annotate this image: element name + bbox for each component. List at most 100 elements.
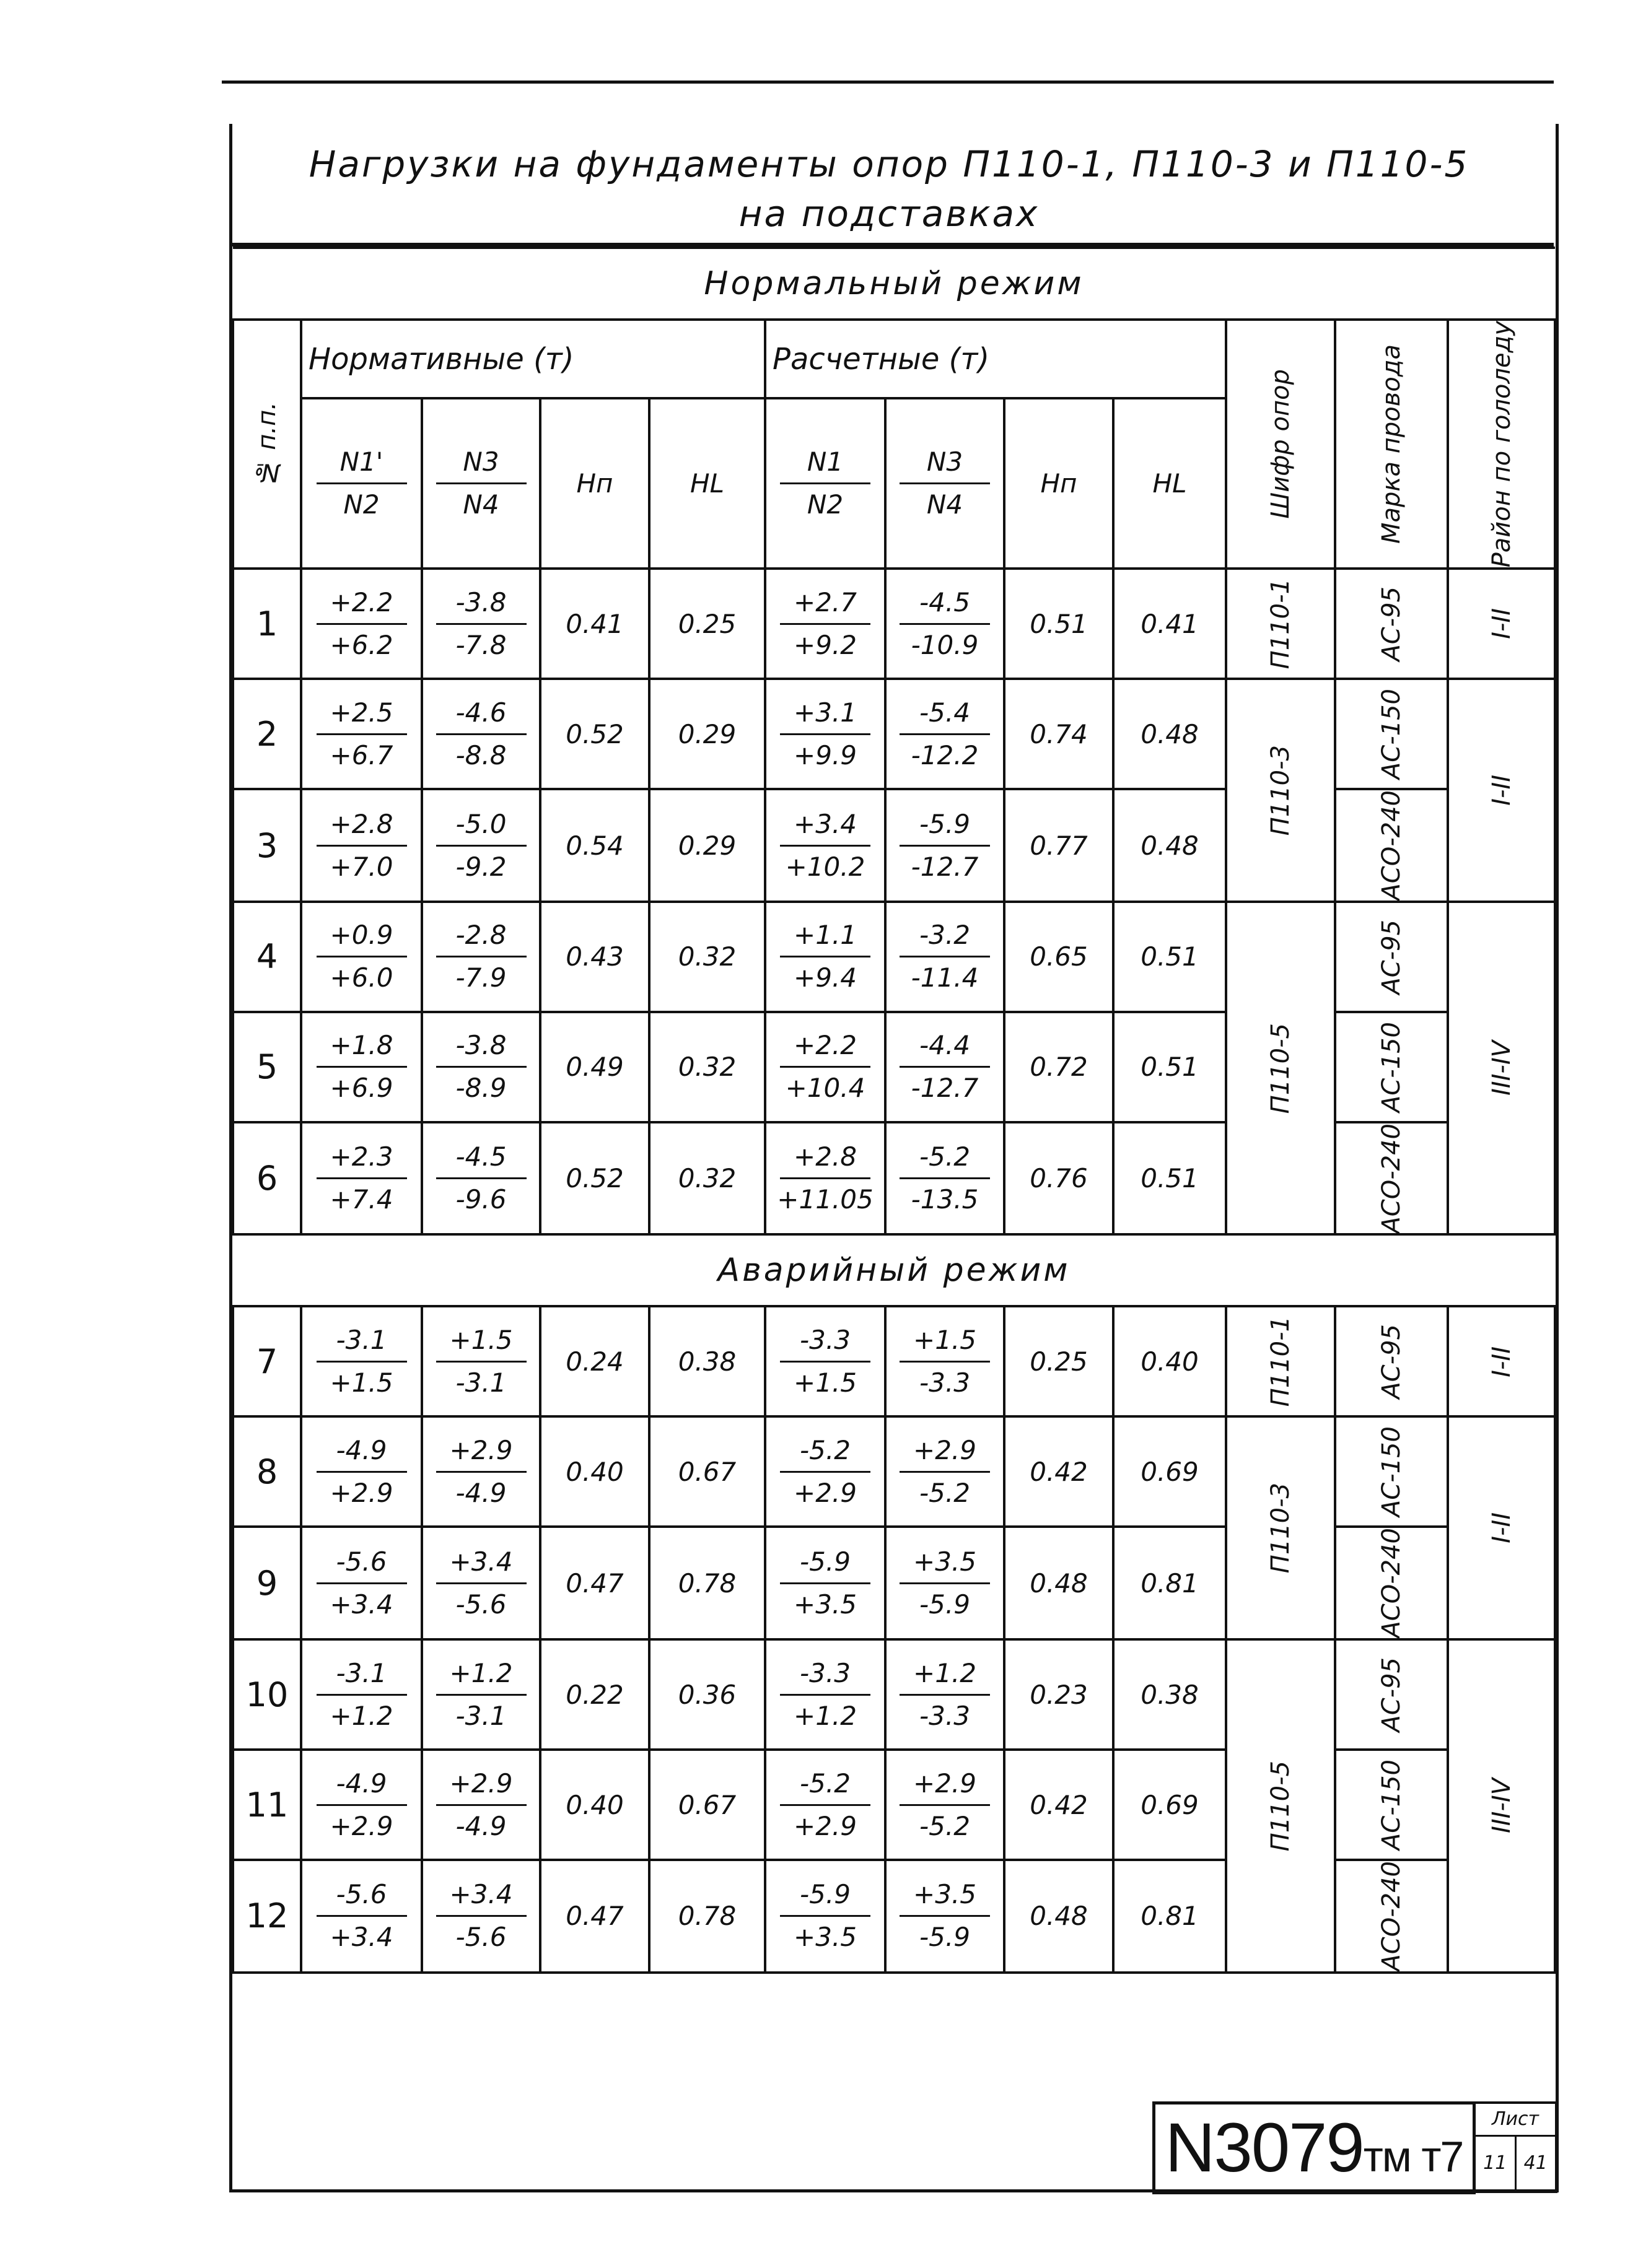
loads-table: Нормальный режим № п.п. Нормативные (т) Рас… — [232, 246, 1556, 1974]
value-frac-bottom: +9.9 — [794, 739, 857, 770]
wire-grade-cell: АС-95 — [1334, 900, 1449, 1013]
value-frac-top: -4.9 — [316, 1763, 407, 1806]
wire-grade-cell: АС-95 — [1334, 1638, 1449, 1751]
subheader-row: N1' N2 N3 N4 Hп HL N1 N2 N3 N4 Hп HL — [233, 397, 1555, 570]
wire-grade: АСО-240 — [1377, 1528, 1406, 1639]
design-hp: 0.25 — [1003, 1305, 1115, 1418]
header-wire-grade-text: Марка провода — [1377, 344, 1406, 544]
design-n1-n2: +2.8 +11.05 — [764, 1120, 887, 1236]
design-n1-n2: -3.3 +1.2 — [764, 1638, 887, 1751]
normative-n3-n4: -3.8 -8.9 — [421, 1010, 541, 1123]
header-support-code-text: Шифр опор — [1266, 369, 1295, 519]
value-frac-bottom: +6.9 — [330, 1073, 393, 1104]
design-hp: 0.77 — [1003, 788, 1115, 903]
top-border — [222, 81, 1554, 84]
design-hp: 0.42 — [1003, 1415, 1115, 1529]
value-frac: +2.8 +7.0 — [302, 804, 421, 888]
wire-grade-cell: АС-150 — [1334, 678, 1449, 791]
normative-hp: 0.40 — [539, 1748, 650, 1862]
value-frac-top: +3.4 — [436, 1874, 527, 1917]
value-frac: -5.0 -9.2 — [423, 804, 539, 888]
normative-hp: 0.24 — [539, 1305, 650, 1418]
table-row: 4 +0.9 +6.0 -2.8 -7.9 0.43 0.32 +1.1 +9.4 -3.2 -11… — [232, 900, 1556, 1236]
value-frac-bottom: -5.9 — [919, 1922, 970, 1953]
header-support-code: Шифр опор — [1225, 318, 1336, 570]
design-hp: 0.51 — [1003, 567, 1115, 681]
value-frac: +2.8 +11.05 — [766, 1136, 884, 1220]
header-hp: Hп — [539, 397, 650, 570]
value-frac-bottom: -12.7 — [911, 1073, 979, 1104]
design-n1-n2: -5.9 +3.5 — [764, 1859, 887, 1974]
value-frac-top: -4.9 — [316, 1430, 407, 1473]
design-hp: 0.76 — [1003, 1120, 1115, 1236]
normative-n1-n2: -5.6 +3.4 — [300, 1859, 423, 1974]
normative-n3-n4: +1.2 -3.1 — [421, 1638, 541, 1751]
normative-hp: 0.54 — [539, 788, 650, 903]
value-frac-bottom: +3.5 — [794, 1922, 857, 1953]
normative-n3-n4: -5.0 -9.2 — [421, 788, 541, 903]
value-frac: -3.1 +1.5 — [302, 1320, 421, 1403]
wire-grade: АС-95 — [1377, 1657, 1406, 1732]
value-frac: -3.2 -11.4 — [887, 915, 1003, 998]
normative-n3-n4: -3.8 -7.8 — [421, 567, 541, 681]
normative-hl: 0.25 — [648, 567, 766, 681]
value-frac: +3.5 -5.9 — [887, 1874, 1003, 1958]
support-code-cell: П110-5 — [1225, 900, 1336, 1236]
value-frac-bottom: -7.8 — [455, 629, 507, 660]
value-frac-top: -5.9 — [900, 804, 990, 847]
wire-grade-cell: АС-95 — [1334, 1305, 1449, 1418]
normative-n1-n2: +2.5 +6.7 — [300, 678, 423, 791]
normative-n1-n2: +2.2 +6.2 — [300, 567, 423, 681]
header-design: Расчетные (т) — [764, 318, 1227, 400]
ice-region: I-II — [1487, 1512, 1516, 1544]
value-frac-top: -3.8 — [436, 1025, 527, 1068]
table-row: 6 +2.3 +7.4 -4.5 -9.6 0.52 0.32 +2.8 +11.05 -5.2-… — [232, 1120, 1555, 1236]
design-n3-n4: -5.2 -13.5 — [884, 1120, 1005, 1236]
normative-n3-n4: +2.9 -4.9 — [421, 1748, 541, 1862]
value-frac-top: +0.9 — [316, 915, 407, 958]
normative-n1-n2: -3.1 +1.5 — [300, 1305, 423, 1418]
value-frac: -5.4 -12.2 — [887, 692, 1003, 776]
normative-hp: 0.43 — [539, 900, 650, 1013]
value-frac-top: -5.2 — [780, 1430, 870, 1473]
header-hl: HL — [648, 397, 766, 570]
sheet-label: Лист — [1476, 2104, 1555, 2137]
value-frac: -5.2 -13.5 — [887, 1136, 1003, 1220]
wire-grade: АС-150 — [1377, 689, 1406, 780]
value-frac: -2.8 -7.9 — [423, 915, 539, 998]
value-frac-bottom: +2.9 — [330, 1477, 393, 1508]
normative-n1-n2: +0.9 +6.0 — [300, 900, 423, 1013]
table-row: 3 +2.8 +7.0 -5.0 -9.2 0.54 0.29 +3.4 +10.2 -5.9 -1… — [232, 788, 1555, 903]
design-hp: 0.72 — [1003, 1010, 1115, 1123]
value-frac-top: +2.9 — [900, 1430, 990, 1473]
normative-n1-n2: -4.9 +2.9 — [300, 1748, 423, 1862]
design-hl: 0.51 — [1112, 900, 1227, 1013]
design-n3-n4: -3.2 -11.4 — [884, 900, 1005, 1013]
normative-hl: 0.32 — [648, 900, 766, 1013]
value-frac-bottom: +2.9 — [794, 1477, 857, 1508]
row-number: 10 — [232, 1638, 302, 1751]
value-frac-top: +2.5 — [316, 692, 407, 735]
normative-hl: 0.67 — [648, 1748, 766, 1862]
design-hl: 0.40 — [1112, 1305, 1227, 1418]
support-code: П110-5 — [1266, 1760, 1295, 1851]
normative-hl: 0.29 — [648, 788, 766, 903]
wire-grade: АС-150 — [1377, 1021, 1406, 1112]
value-frac-bottom: -8.9 — [455, 1073, 507, 1104]
design-n1-n2: -3.3 +1.5 — [764, 1305, 887, 1418]
value-frac: +1.2 -3.1 — [423, 1653, 539, 1737]
header-frac-top: N3 — [436, 442, 527, 485]
design-hp: 0.42 — [1003, 1748, 1115, 1862]
value-frac: +3.4 -5.6 — [423, 1874, 539, 1958]
wire-grade: АСО-240 — [1377, 790, 1406, 901]
value-frac-bottom: -10.9 — [911, 629, 979, 660]
value-frac: -4.5 -9.6 — [423, 1136, 539, 1220]
normative-hp: 0.52 — [539, 678, 650, 791]
design-hp: 0.23 — [1003, 1638, 1115, 1751]
value-frac-bottom: +9.2 — [794, 629, 857, 660]
value-frac: -3.8 -8.9 — [423, 1025, 539, 1109]
value-frac-top: +3.1 — [780, 692, 870, 735]
ice-region-cell: III-IV — [1447, 1638, 1556, 1974]
value-frac-top: -3.3 — [780, 1653, 870, 1696]
row-number: 4 — [232, 900, 302, 1013]
